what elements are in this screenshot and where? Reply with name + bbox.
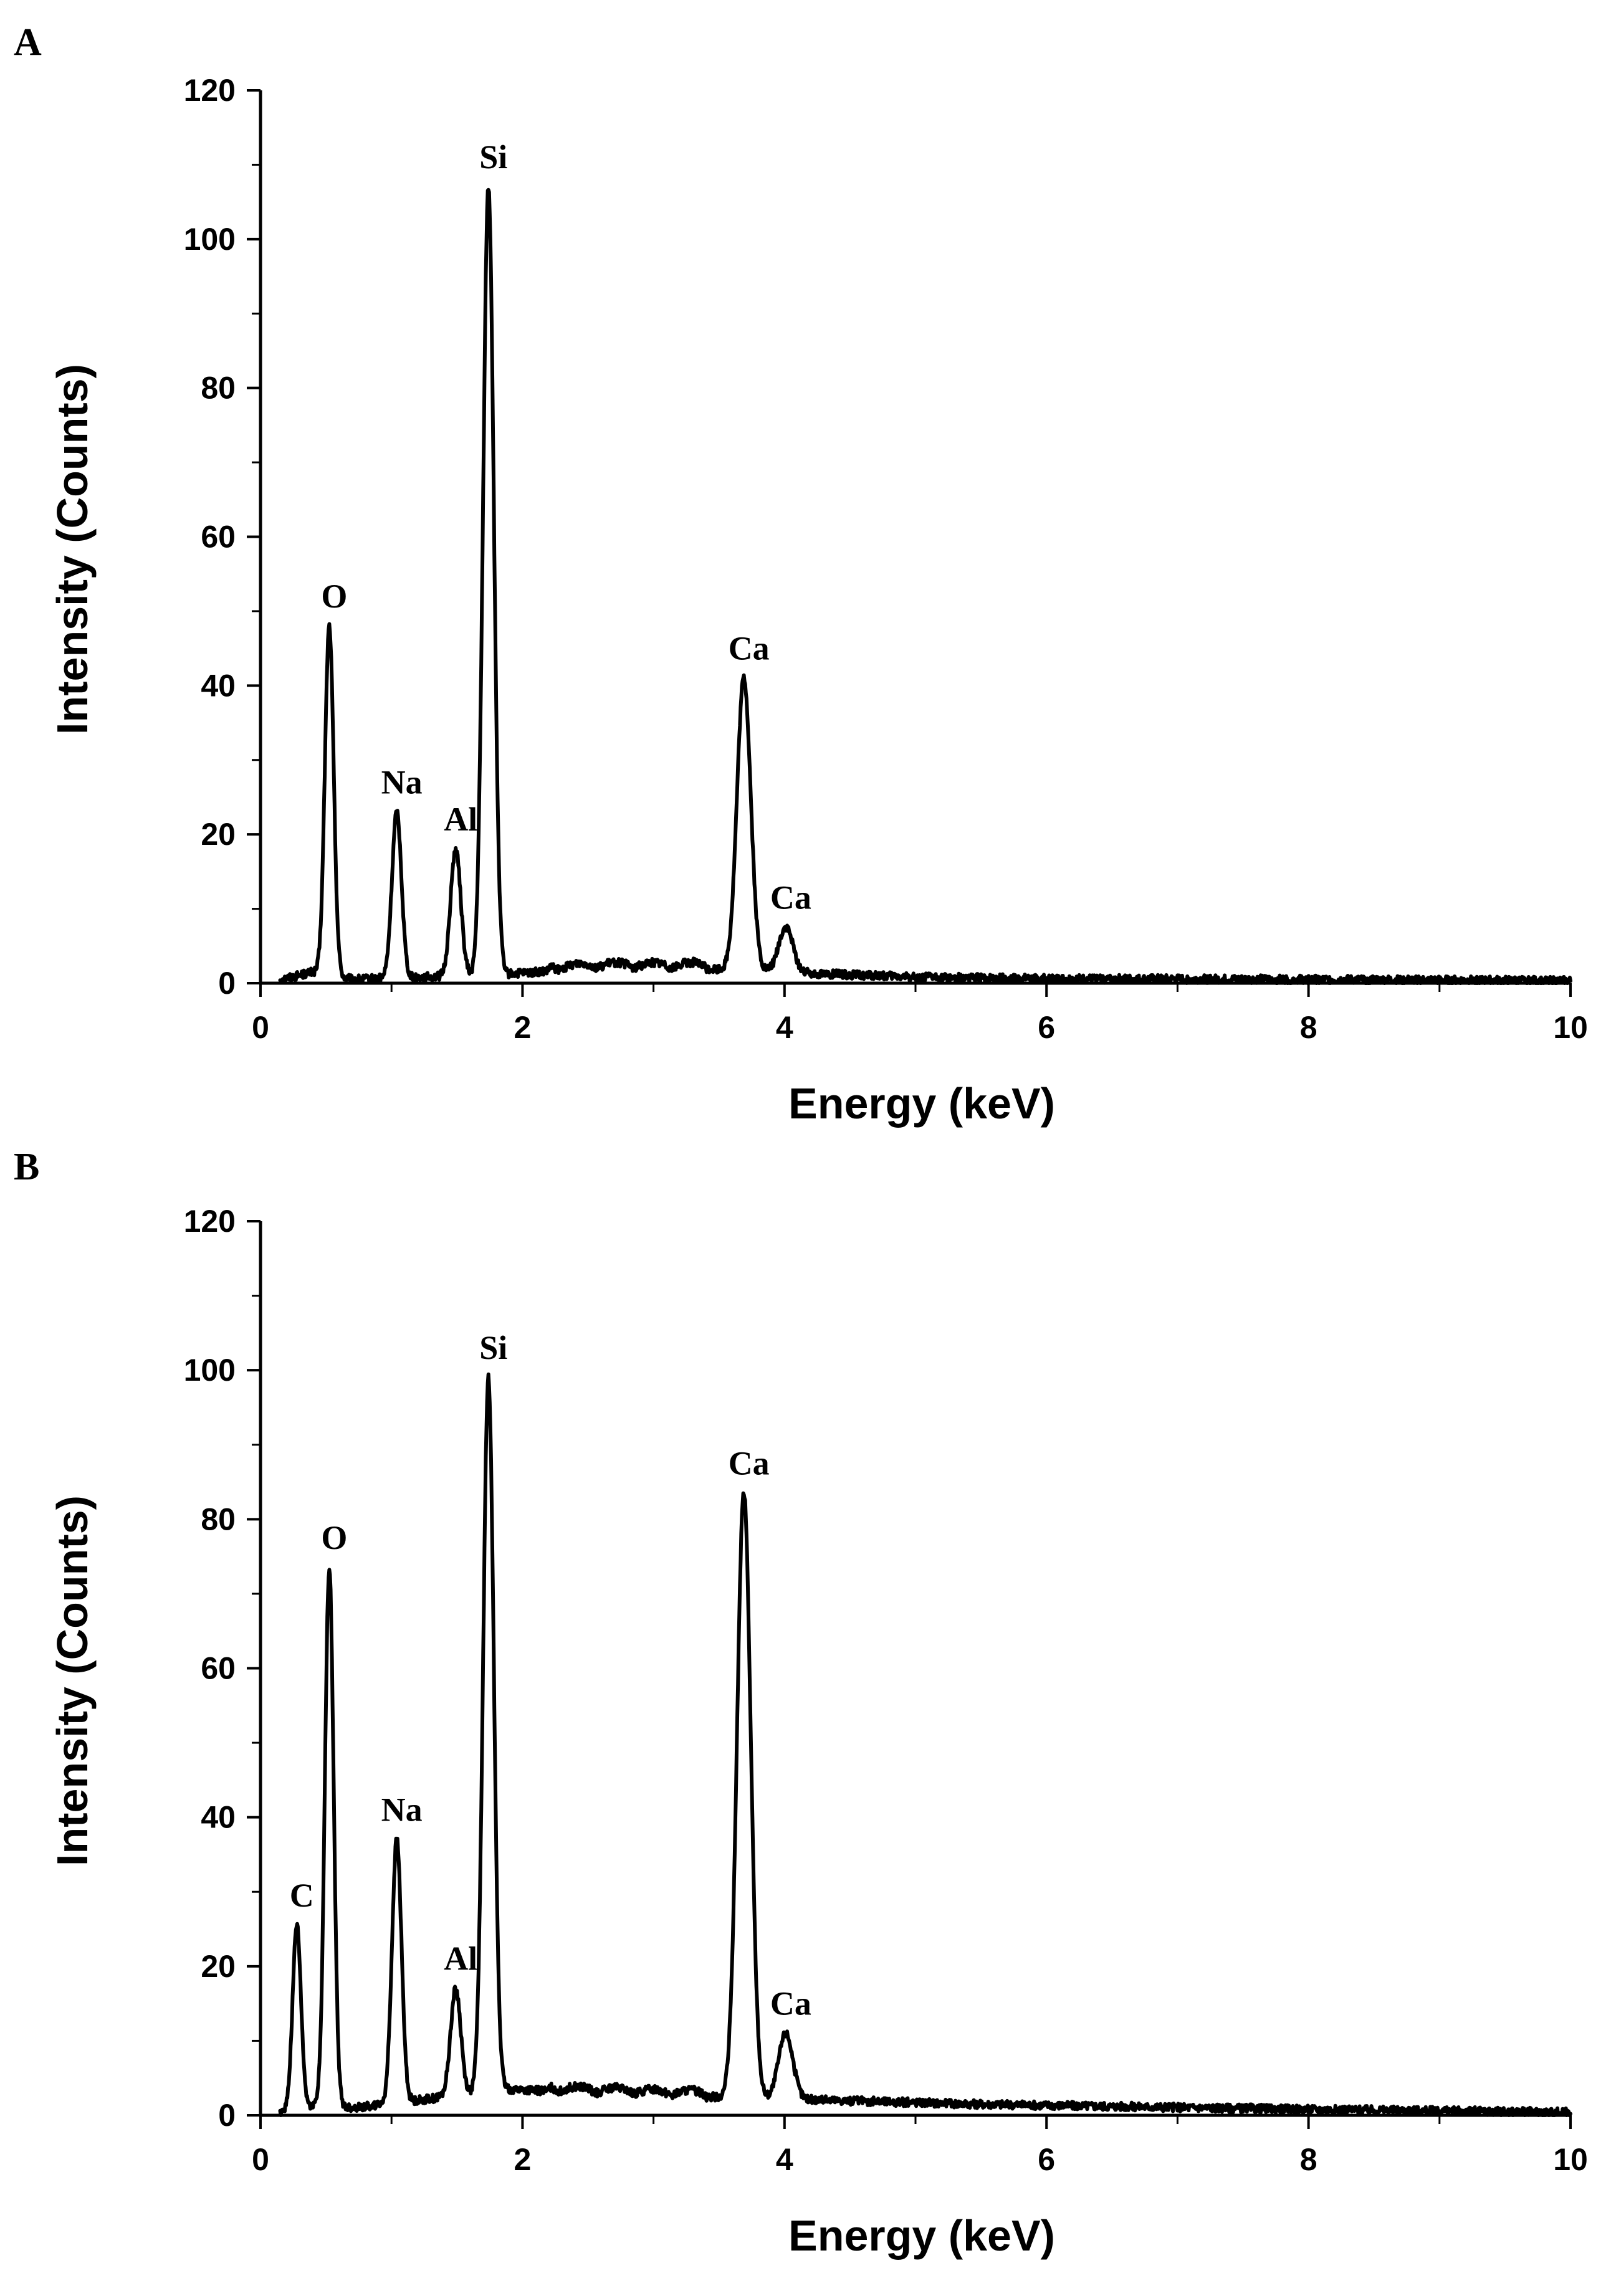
y-tick-label: 100 <box>184 222 236 257</box>
x-tick-label: 2 <box>514 2142 531 2177</box>
peak-label-na: Na <box>381 763 423 801</box>
peak-label-na: Na <box>381 1791 423 1829</box>
peak-label-si: Si <box>479 1329 507 1366</box>
peak-label-o: O <box>321 1519 347 1556</box>
peak-label-ca: Ca <box>729 629 770 667</box>
x-tick-label: 10 <box>1553 1010 1588 1045</box>
peak-label-si: Si <box>479 138 507 176</box>
panel-letter: A <box>14 21 42 64</box>
x-tick-label: 0 <box>252 1010 269 1045</box>
spectrum-line <box>278 188 1572 985</box>
peak-label-al: Al <box>444 801 477 838</box>
panel-letter: B <box>14 1146 39 1188</box>
peak-label-al: Al <box>444 1940 477 1978</box>
y-tick-label: 60 <box>201 520 236 555</box>
chart-panel-a: A 0 20 40 60 80 100 120 0 2 4 6 8 10 Energy (keV) Inten… <box>14 21 1588 1128</box>
spectrum-line <box>278 1372 1572 2117</box>
y-tick-label: 120 <box>184 73 236 108</box>
x-tick-label: 2 <box>514 1010 531 1045</box>
y-tick-label: 120 <box>184 1204 236 1239</box>
peak-label-c: C <box>290 1877 314 1914</box>
peak-label-ca: Ca <box>729 1444 770 1482</box>
x-tick-label: 10 <box>1553 2142 1588 2177</box>
x-tick-label: 8 <box>1300 2142 1317 2177</box>
chart-panel-b: B 0 20 40 60 80 100 120 0 2 4 6 8 10 Energy (keV) Inten… <box>14 1146 1588 2260</box>
x-tick-label: 6 <box>1038 1010 1055 1045</box>
peak-label-ca: Ca <box>770 1984 811 2022</box>
y-axis-title: Intensity (Counts) <box>48 364 97 735</box>
y-tick-label: 80 <box>201 1502 236 1536</box>
x-tick-label: 0 <box>252 2142 269 2177</box>
x-tick-label: 8 <box>1300 1010 1317 1045</box>
y-tick-label: 100 <box>184 1353 236 1388</box>
y-tick-label: 0 <box>218 2098 236 2133</box>
y-tick-label: 60 <box>201 1651 236 1686</box>
y-tick-label: 40 <box>201 668 236 703</box>
y-tick-label: 20 <box>201 1949 236 1984</box>
x-tick-label: 6 <box>1038 2142 1055 2177</box>
y-tick-label: 20 <box>201 817 236 852</box>
y-tick-label: 80 <box>201 371 236 406</box>
x-tick-label: 4 <box>776 2142 793 2177</box>
y-tick-label: 40 <box>201 1800 236 1835</box>
x-axis-title: Energy (keV) <box>788 1079 1055 1128</box>
peak-label-ca: Ca <box>770 879 811 916</box>
x-axis-title: Energy (keV) <box>788 2211 1055 2260</box>
y-tick-label: 0 <box>218 966 236 1001</box>
y-axis-title: Intensity (Counts) <box>48 1495 97 1866</box>
x-tick-label: 4 <box>776 1010 793 1045</box>
peak-label-o: O <box>321 578 347 615</box>
